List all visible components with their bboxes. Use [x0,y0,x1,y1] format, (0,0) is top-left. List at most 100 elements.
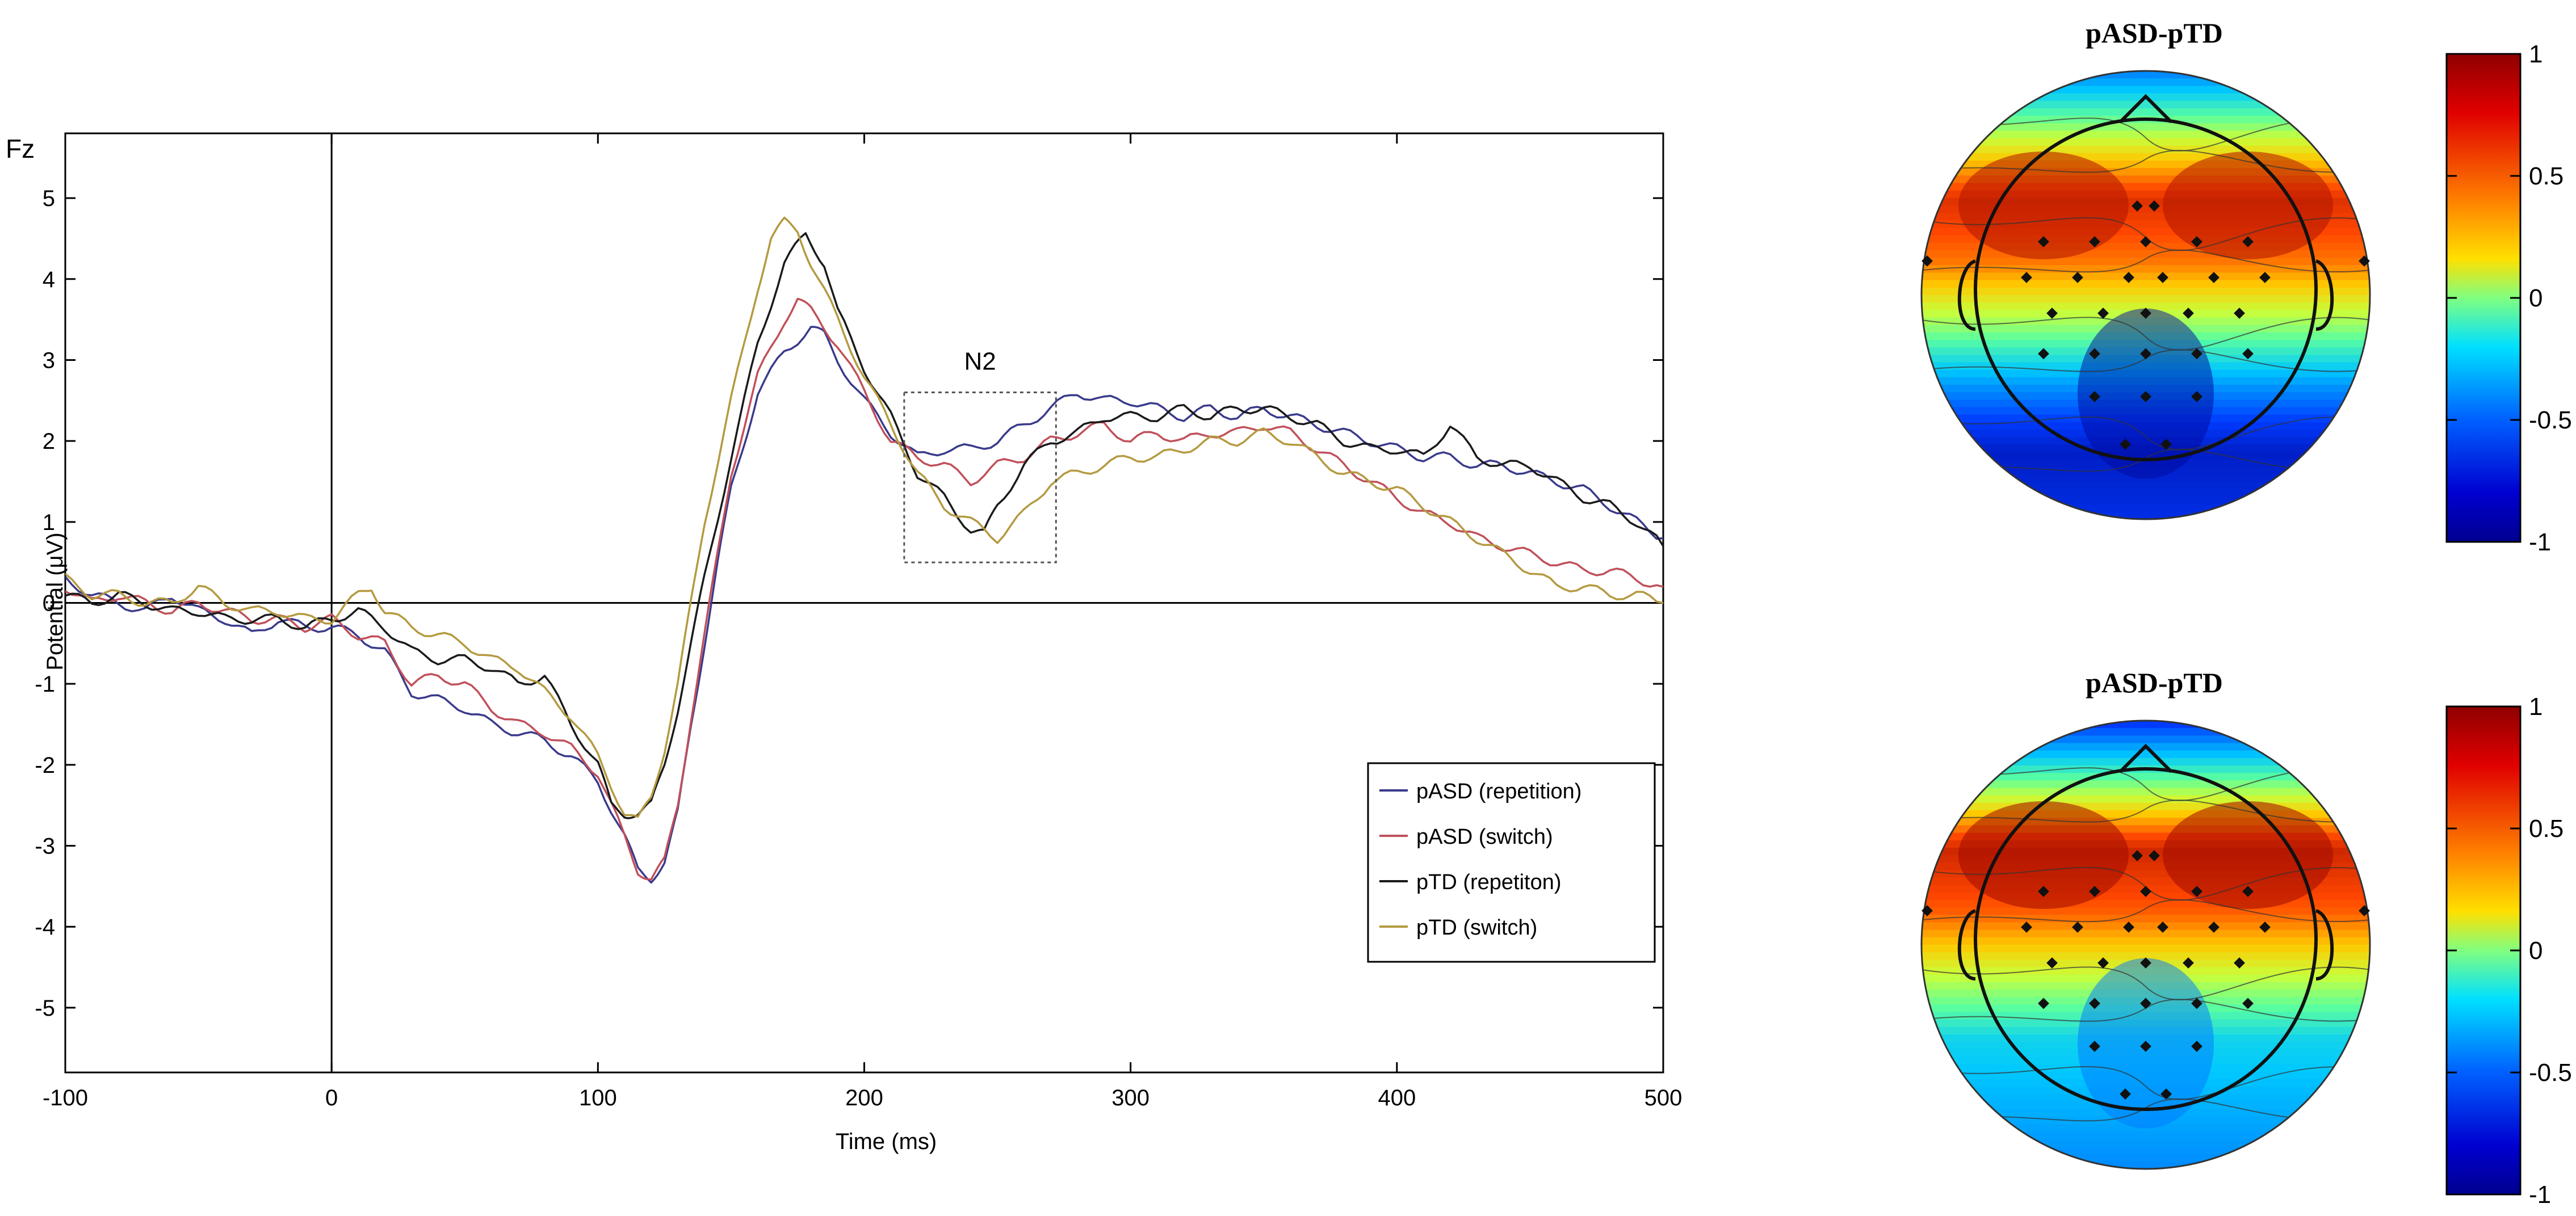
y-axis-ticks: 5 4 3 2 1 0 -1 -2 -3 -4 -5 [35,186,1663,1021]
electrode-marker [2259,272,2271,283]
topo-color-band [1921,780,2370,789]
colorbar-tick-label: 1 [2529,40,2543,68]
electrode-marker [2120,1088,2131,1100]
topo-color-band [1921,272,2370,281]
colorbar-1-ticks: 1 0.5 0 -0.5 -1 [2447,40,2572,556]
electrode-marker [2132,200,2143,212]
series-line [65,216,1663,818]
x-tick-label: 100 [579,1085,617,1110]
colorbar-1 [2445,53,2522,543]
topo-color-band [1921,250,2370,259]
electrode-marker [2191,886,2202,897]
topomap-1-title: pASD-pTD [2086,17,2223,49]
x-tick-label: 300 [1111,1085,1149,1110]
electrode-marker [2160,1088,2172,1100]
topo-contour [1921,317,2370,351]
topomap-1-head-outline [1957,94,2334,461]
electrode-marker [2191,348,2202,360]
colorbar-tick-label: 0.5 [2529,162,2564,190]
topo-color-band [1921,482,2370,490]
electrode-marker [2140,998,2151,1009]
electrode-marker [2149,200,2160,212]
electrode-marker [2089,391,2100,402]
topo-hotspot [2163,801,2333,909]
topo-color-band [1921,71,2370,79]
electrode-marker [2097,308,2109,319]
topo-color-band [1921,138,2370,146]
electrode-marker [2038,348,2049,360]
colorbar-tick-label: 0 [2529,284,2543,312]
electrode-marker [2242,348,2254,360]
electrode-marker [2046,957,2058,969]
topo-hotspot [1958,801,2129,909]
electrode-marker [2191,236,2202,247]
topo-color-band [1921,287,2370,296]
topo-color-band [1921,78,2370,87]
electrode-marker [2089,348,2100,360]
electrode-marker [2072,272,2083,283]
electrode-marker [2140,391,2151,402]
erp-chart: Fz 5 4 3 2 1 0 -1 -2 -3 -4 -5 -100 0 100 200 300 400 500… [6,132,1682,1154]
y-tick-label: 2 [43,429,55,454]
colorbar-tick-label: -0.5 [2529,1059,2572,1087]
topo-color-band [1921,489,2370,498]
electrode-marker [2120,439,2131,450]
right-ear [2315,909,2334,981]
y-tick-label: -5 [35,996,55,1021]
nose [2118,743,2173,773]
electrode-marker [2140,886,2151,897]
topo-color-band [1921,86,2370,94]
electrode-marker [2123,922,2134,933]
electrode-marker [2038,886,2049,897]
nose [2118,94,2173,124]
electrode-marker [2140,348,2151,360]
left-ear [1957,259,1977,331]
topo-contour [1921,1066,2370,1100]
y-tick-label: -1 [35,672,55,697]
topomap-2-title: pASD-pTD [2086,667,2223,699]
electrode-marker [2089,236,2100,247]
colorbar-tick-label: -0.5 [2529,406,2572,434]
y-tick-label: 3 [43,348,55,373]
topo-color-band [1921,758,2370,766]
legend-label: pTD (repetiton) [1416,870,1562,894]
legend-label: pASD (repetition) [1416,780,1581,803]
topomap-1-electrodes [1921,200,2370,450]
series-line [65,297,1663,881]
topo-color-band [1921,922,2370,931]
electrode-marker [2140,957,2151,969]
topo-color-band [1921,945,2370,953]
topo-color-band [1921,302,2370,311]
topo-contour [1921,249,2370,273]
topo-color-band [1921,265,2370,274]
electrode-marker [2160,439,2172,450]
topo-color-band [1921,907,2370,916]
x-tick-label: 200 [845,1085,883,1110]
n2-window-box [903,392,1057,563]
topo-color-band [1921,1139,2370,1147]
electrode-marker [2132,850,2143,861]
electrode-marker [2038,236,2049,247]
electrode-marker [2234,308,2245,319]
topomap-2-head-outline [1957,743,2334,1111]
electrode-marker [2021,272,2032,283]
topo-hotspot [2163,152,2333,259]
topo-color-band [1921,900,2370,908]
topo-color-band [1921,735,2370,744]
legend-box [1367,762,1656,963]
head-circle [1974,117,2318,461]
electrode-marker [2359,905,2370,916]
series-line [65,326,1663,884]
topo-contour [1921,899,2370,923]
topo-color-band [1921,108,2370,116]
topo-color-band [1921,915,2370,923]
electrode-marker [2097,957,2109,969]
topo-color-band [1921,100,2370,109]
topomap-2-scalp-outline [1920,719,2371,1170]
legend-label: pASD (switch) [1416,825,1553,849]
head-circle [1974,767,2318,1111]
topo-color-band [1921,145,2370,154]
topo-contour [1921,416,2370,451]
electrode-marker [2234,957,2245,969]
electrode-marker [2089,886,2100,897]
